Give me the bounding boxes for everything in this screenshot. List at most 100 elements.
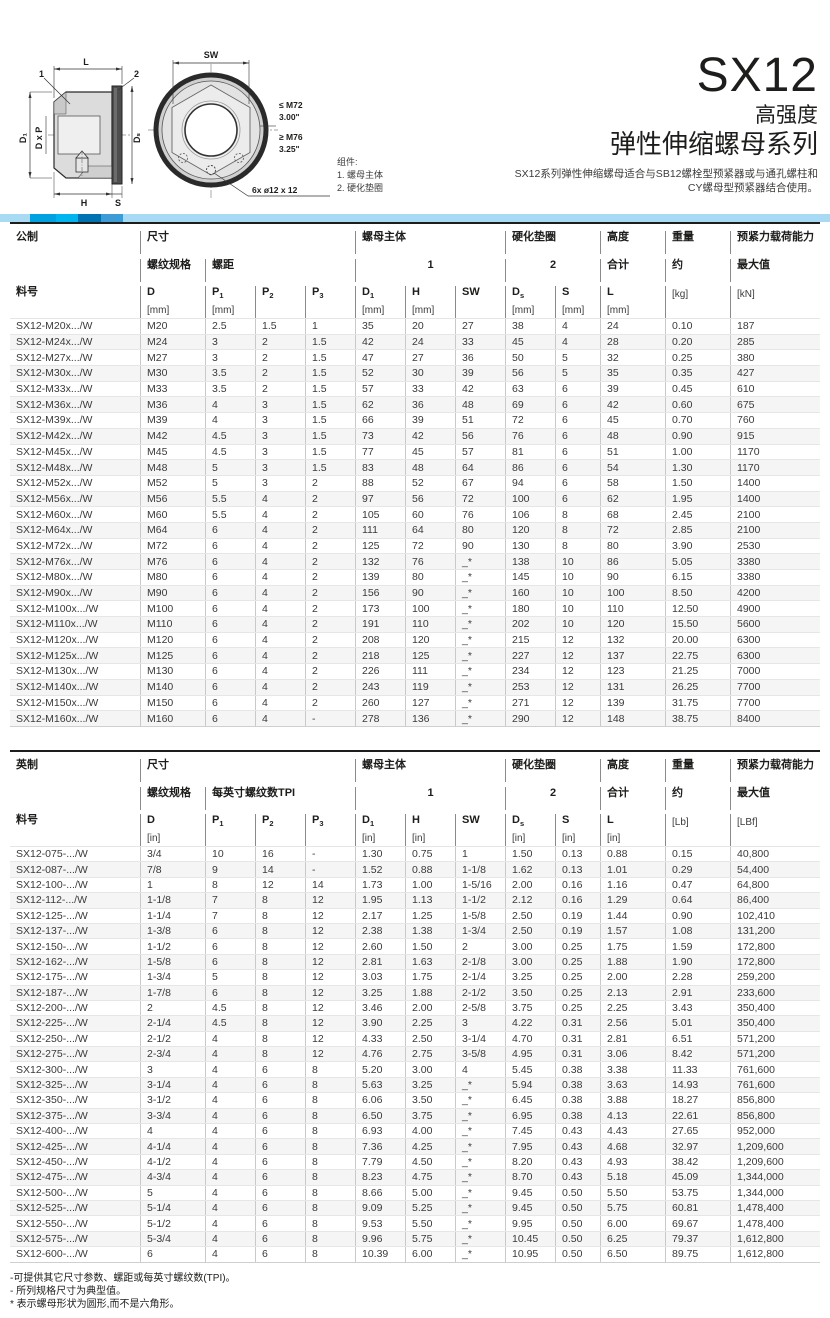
table-cell: 1.38 [405, 923, 455, 939]
group-nut-body: 螺母主体 [355, 759, 505, 782]
table-cell: 3 [255, 460, 305, 475]
table-cell: M160 [140, 711, 205, 726]
table-cell: 12 [305, 1000, 355, 1016]
table-cell: 79.37 [665, 1231, 730, 1247]
table-cell: 1.88 [600, 954, 665, 970]
table-cell: 4 [255, 507, 305, 522]
table-cell: 14 [255, 862, 305, 877]
table-cell: 4 [205, 1216, 255, 1231]
table-cell: _* [455, 1216, 505, 1231]
table-cell: _* [455, 1200, 505, 1216]
table-cell: _* [455, 679, 505, 695]
table-cell: 6 [255, 1062, 305, 1077]
legend-title: 组件: [337, 157, 358, 167]
holes-callout-label: 6x ø12 x 12 [252, 185, 298, 195]
table-cell: 7.95 [505, 1139, 555, 1154]
table-cell: SX12-500-.../W [16, 1186, 88, 1199]
table-cell: 8 [255, 1031, 305, 1047]
note-large-inch: 3.25" [279, 144, 300, 154]
table-cell: 48 [600, 428, 665, 444]
table-cell: 5-1/4 [140, 1200, 205, 1216]
table-cell: 3-5/8 [455, 1047, 505, 1062]
table-cell: 0.50 [555, 1200, 600, 1216]
table-cell: 3 [255, 444, 305, 460]
table-cell: 0.50 [555, 1247, 600, 1262]
table-cell: 6 [205, 522, 255, 538]
table-row: SX12-350-.../W 3-1/2 4 6 8 6.06 3.50 _* 6.45 0.38… [10, 1092, 820, 1108]
sub-approx: 约 [665, 787, 730, 810]
table-cell: 3 [255, 475, 305, 491]
product-subtitle-1: 高强度 [755, 104, 818, 127]
table-cell: 72 [600, 522, 665, 538]
table-cell: SX12-M30x.../W [16, 367, 93, 380]
table-cell: 2 [255, 350, 305, 366]
table-cell: 2 [305, 695, 355, 711]
table-cell: 6 [255, 1077, 305, 1093]
table-cell: 110 [405, 617, 455, 632]
metric-group-header-row: 公制 尺寸 螺母主体 硬化垫圈 高度 重量 预紧力载荷能力 [10, 224, 820, 254]
table-row: SX12-250-.../W 2-1/2 4 8 12 4.33 2.50 3-1/4 4.70… [10, 1030, 820, 1047]
table-cell: 4 [555, 334, 600, 350]
table-cell: 132 [600, 632, 665, 648]
table-cell: 42 [405, 428, 455, 444]
table-cell: 6 [205, 711, 255, 726]
table-cell: 6 [255, 1108, 305, 1124]
table-cell: 1 [305, 319, 355, 334]
table-cell: 2.25 [600, 1000, 665, 1016]
table-cell: 6.25 [600, 1231, 665, 1247]
table-cell: 271 [505, 695, 555, 711]
table-cell: 0.47 [665, 877, 730, 893]
table-cell: 0.38 [555, 1108, 600, 1124]
accent-bar-segment [0, 214, 30, 222]
table-cell: 38.75 [665, 711, 730, 726]
table-cell: 0.29 [665, 862, 730, 877]
table-row: SX12-150-.../W 1-1/2 6 8 12 2.60 1.50 2 3.00 0.25… [10, 938, 820, 954]
table-cell: 2 [305, 679, 355, 695]
table-cell: 173 [355, 601, 405, 617]
dim-label-ds: Dₛ [132, 132, 142, 142]
table-cell: 3.75 [405, 1108, 455, 1124]
table-cell: _* [455, 1154, 505, 1170]
table-cell: 5.25 [405, 1200, 455, 1216]
group-height: 高度 [600, 759, 665, 782]
legend-item-1: 1. 螺母主体 [337, 170, 384, 180]
table-cell: 4 [205, 1124, 255, 1139]
table-cell: 106 [505, 507, 555, 522]
table-cell: 6 [205, 939, 255, 954]
table-cell: SX12-M52x.../W [16, 477, 93, 490]
group-weight: 重量 [665, 759, 730, 782]
table-cell: SX12-475-.../W [16, 1171, 88, 1184]
table-cell: 2.50 [505, 908, 555, 923]
table-cell: 7 [205, 908, 255, 923]
table-cell: 4 [205, 1093, 255, 1108]
table-row: SX12-550-.../W 5-1/2 4 6 8 9.53 5.50 _* 9.95 0.50… [10, 1215, 820, 1231]
table-cell: 3 [255, 413, 305, 428]
table-cell: 12 [305, 923, 355, 939]
table-cell: 90 [405, 585, 455, 601]
table-cell: 10 [555, 617, 600, 632]
table-cell: 54 [600, 460, 665, 475]
table-cell: 2-3/4 [140, 1047, 205, 1062]
table-row: SX12-M80x.../W M80 6 4 2 139 80 _* 145 10 90 6.15 33… [10, 569, 820, 585]
table-row: SX12-375-.../W 3-3/4 4 6 8 6.50 3.75 _* 6.95 0.38… [10, 1107, 820, 1124]
table-cell: 218 [355, 648, 405, 664]
table-cell: 4-1/4 [140, 1139, 205, 1154]
table-cell: 27 [405, 350, 455, 366]
table-cell: 90 [600, 570, 665, 585]
table-cell: 4 [255, 632, 305, 648]
table-cell: 4.70 [505, 1031, 555, 1047]
table-cell: 260 [355, 695, 405, 711]
table-cell: 1.5 [305, 428, 355, 444]
table-cell: 38.42 [665, 1154, 730, 1170]
col-p3: P3 [305, 814, 355, 846]
table-cell: _* [455, 601, 505, 617]
table-cell: 226 [355, 664, 405, 679]
col-sw: SW [455, 286, 505, 318]
table-cell: 12 [255, 877, 305, 893]
table-cell: 5.75 [600, 1200, 665, 1216]
table-cell: 6 [255, 1124, 305, 1139]
table-cell: 111 [405, 664, 455, 679]
table-cell: _* [455, 1077, 505, 1093]
sub-total: 合计 [600, 259, 665, 282]
side-view-drawing: L 1 2 D₁ D x P Dₛ H [18, 57, 142, 208]
